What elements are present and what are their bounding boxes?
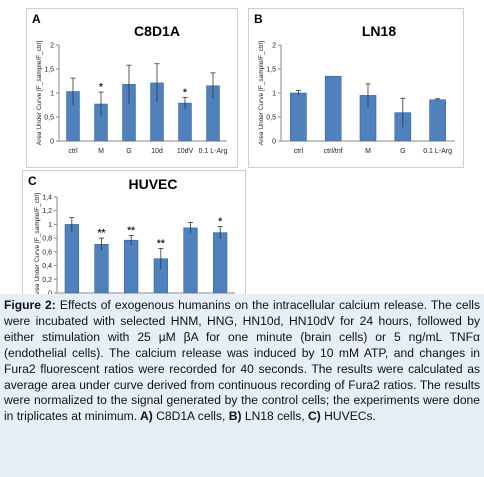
y-tick-label: 0,2 <box>42 277 52 284</box>
significance-label: * <box>218 216 222 227</box>
panel-a-label: A <box>32 12 41 26</box>
x-tick-label: 10dV <box>177 148 194 155</box>
bar <box>290 92 307 142</box>
caption-a-text: C8D1A cells, <box>152 409 226 424</box>
y-tick-label: 0,5 <box>266 115 276 122</box>
y-tick-label: 0,4 <box>42 263 52 270</box>
caption-b-text: LN18 cells, <box>241 409 305 424</box>
caption-a: A) <box>137 409 153 424</box>
x-tick-label: G <box>400 148 405 155</box>
y-tick-label: 0 <box>272 139 276 146</box>
y-axis-label: Area Under Curve [F_sample/F_ctrl] <box>258 41 265 146</box>
x-tick-label: ctrl/tnf <box>324 148 343 155</box>
bar <box>94 244 109 294</box>
significance-label: ** <box>98 228 106 239</box>
panel-b-label: B <box>254 12 263 26</box>
significance-label: ** <box>157 238 165 249</box>
y-tick-label: 0,6 <box>42 249 52 256</box>
figure-caption: Figure 2: Effects of exogenous humanins … <box>0 294 484 477</box>
caption-b: B) <box>225 409 242 424</box>
x-tick-label: M <box>365 148 371 155</box>
caption-c: C) <box>304 409 321 424</box>
panel-b-title: LN18 <box>361 23 397 39</box>
significance-label: * <box>99 82 103 93</box>
panel-c-title: HUVEC <box>128 176 178 192</box>
x-tick-label: G <box>126 148 131 155</box>
panel-c-label: C <box>28 174 37 188</box>
significance-label: * <box>183 87 187 98</box>
x-tick-label: ctrl <box>68 148 78 155</box>
x-tick-label: 0.1 L-Arg <box>199 148 228 155</box>
chart-a: 0 0,5 1 1,5 2 Area Under Curve [F_sample/F_ct… <box>36 41 228 155</box>
x-tick-label: M <box>98 148 104 155</box>
significance-label: ** <box>127 225 135 236</box>
panel-b: B LN18 0 0,5 1 1,5 2 Area Under Curve [F_samp… <box>248 8 464 168</box>
chart-b: 0 0,5 1 1,5 2 Area Under Curve [F_sample/F_ct… <box>258 41 455 155</box>
y-tick-label: 2 <box>272 43 276 50</box>
bar <box>124 239 139 294</box>
caption-lead: Figure 2: <box>4 298 56 312</box>
y-tick-label: 1,5 <box>44 67 54 74</box>
y-tick-label: 1,2 <box>42 208 52 215</box>
y-tick-label: 0,8 <box>42 236 52 243</box>
bar <box>213 232 228 294</box>
y-tick-label: 1 <box>48 222 52 229</box>
caption-text: Effects of exogenous humanins on the int… <box>4 298 481 424</box>
bar <box>324 75 342 142</box>
x-tick-label: 0.1 L-Arg <box>423 148 452 155</box>
y-tick-label: 0 <box>50 139 54 146</box>
y-axis-label: Area Under Curve [F_sample/F_ctrl] <box>36 41 43 146</box>
x-tick-label: ctrl <box>294 148 304 155</box>
panel-a-title: C8D1A <box>134 23 180 39</box>
y-tick-label: 1 <box>50 91 54 98</box>
y-tick-label: 1,5 <box>266 67 276 74</box>
caption-paragraph: Figure 2: Effects of exogenous humanins … <box>4 298 480 425</box>
caption-c-text: HUVECs. <box>320 409 376 424</box>
bar <box>64 224 79 294</box>
bar <box>183 227 198 294</box>
bar <box>429 99 446 142</box>
y-axis-label: Area Under Curve [F_sample/F_ctrl] <box>34 193 41 298</box>
panel-a: A C8D1A 0 0,5 1 1,5 2 Area Under Curve [F_sam… <box>26 8 238 168</box>
x-tick-label: 10d <box>151 148 163 155</box>
y-tick-label: 1 <box>272 91 276 98</box>
y-tick-label: 2 <box>50 43 54 50</box>
y-tick-label: 1,4 <box>42 195 52 202</box>
y-tick-label: 0,5 <box>44 115 54 122</box>
